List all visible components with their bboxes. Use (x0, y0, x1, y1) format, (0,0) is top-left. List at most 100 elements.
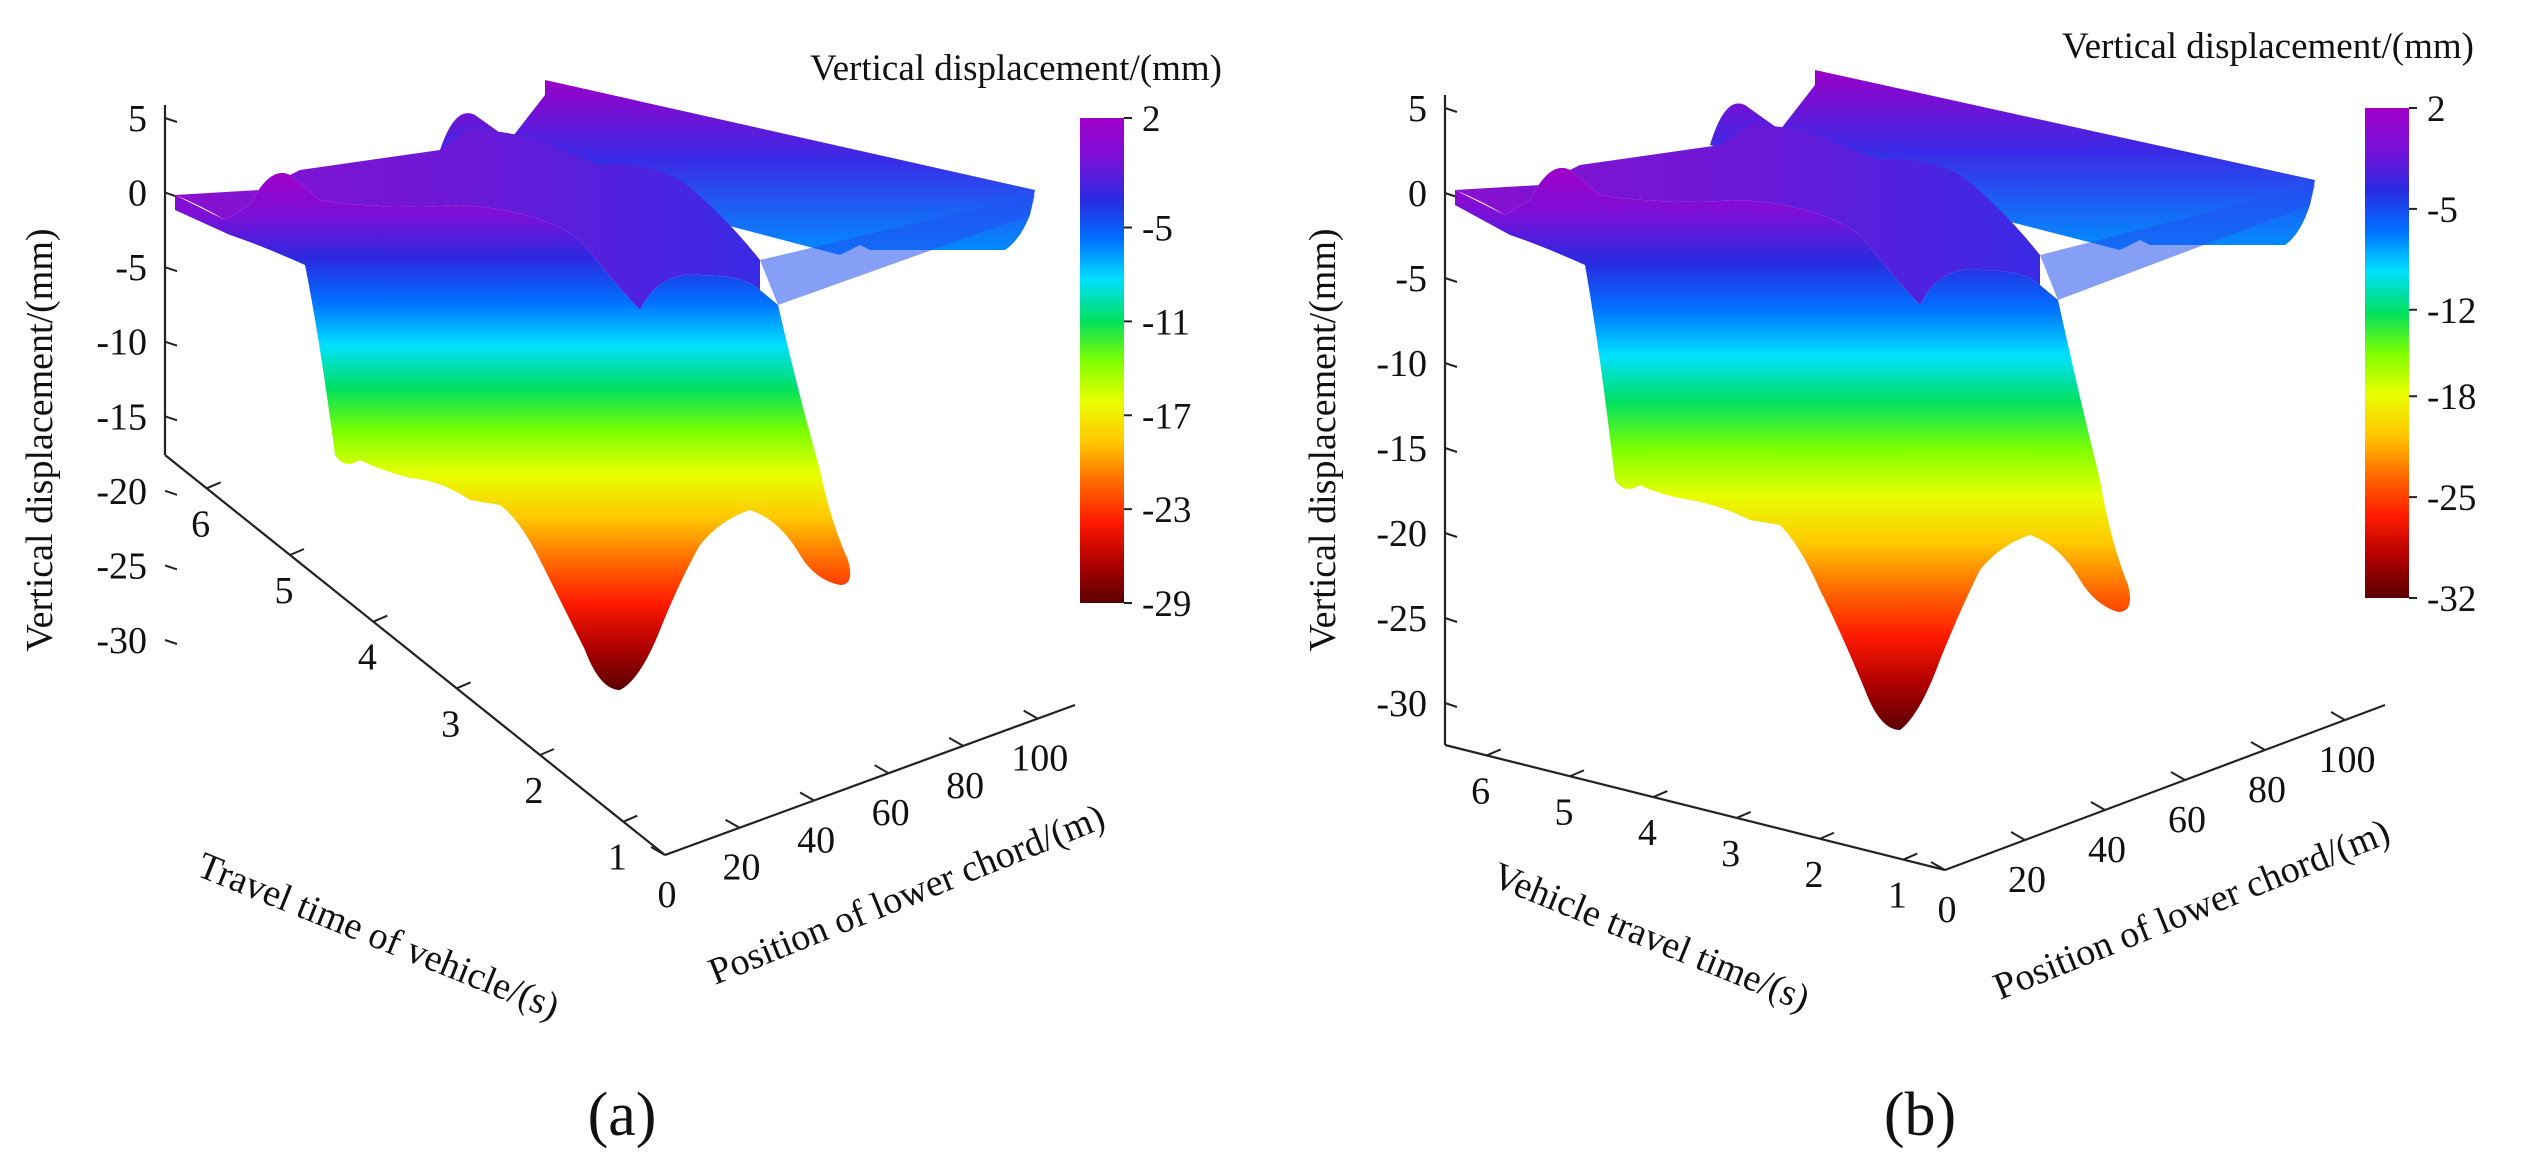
y-tick-label: 3 (441, 703, 460, 745)
x-tick-mark (725, 818, 741, 829)
z-tick-group: 5 0 -5 -10 -15 -20 -25 -30 (96, 98, 178, 662)
z-tick-label: -25 (96, 545, 147, 587)
x-tick-label: 40 (2088, 829, 2126, 871)
x-tick-mark (1930, 861, 1946, 871)
z-tick-mark (1444, 362, 1458, 368)
z-tick-label: -30 (1376, 683, 1427, 725)
z-tick-label: -10 (96, 322, 147, 364)
y-tick-label: 3 (1721, 833, 1740, 875)
colorbar-tick-label: -5 (2427, 190, 2458, 231)
colorbar-tick-label: -25 (2427, 478, 2476, 519)
z-tick-group: 5 0 -5 -10 -15 -20 -25 -30 (1376, 88, 1458, 725)
x-tick-label: 0 (658, 874, 677, 916)
z-tick-mark (1444, 617, 1458, 623)
x-tick-label: 80 (2248, 769, 2286, 811)
z-tick-mark (164, 266, 178, 273)
x-tick-group: 0 20 40 60 80 100 (1930, 711, 2376, 931)
colorbar-tick-label: -17 (1142, 396, 1191, 437)
x-tick-mark (1023, 709, 1039, 720)
colorbar-tick-label: -5 (1142, 209, 1173, 250)
y-tick-mark (539, 748, 555, 756)
z-tick-label: 5 (128, 98, 147, 140)
z-tick-mark (164, 340, 178, 347)
z-tick-mark (164, 639, 178, 645)
colorbar-tick-label: -18 (2427, 377, 2476, 418)
z-tick-label: -10 (1376, 343, 1427, 385)
z-tick-label: 5 (1408, 88, 1427, 130)
x-tick-mark (2250, 741, 2266, 751)
z-tick-mark (1444, 447, 1458, 453)
displacement-surface (1455, 70, 2315, 730)
y-tick-label: 4 (358, 637, 377, 679)
y-tick-mark (1902, 852, 1918, 861)
y-tick-label: 2 (1805, 854, 1824, 896)
y-tick-label: 5 (1555, 791, 1574, 833)
y-axis-title: Travel time of vehicle/(s) (192, 844, 566, 1027)
y-tick-mark (1569, 769, 1585, 778)
x-tick-mark (2010, 831, 2026, 841)
y-tick-label: 5 (275, 570, 294, 612)
y-axis-title: Vehicle travel time/(s) (1487, 854, 1816, 1019)
z-tick-label: 0 (128, 173, 147, 215)
colorbar (2365, 108, 2409, 598)
colorbar-tick-label: 2 (1142, 99, 1161, 140)
x-tick-label: 100 (1011, 738, 1068, 780)
x-tick-mark (2330, 711, 2346, 721)
x-tick-label: 60 (2168, 799, 2206, 841)
colorbar-tick-label: 2 (2427, 89, 2446, 130)
z-axis-title: Vertical displacement/(mm) (19, 228, 61, 651)
surface-top-sheet (175, 130, 760, 310)
colorbar-tick-label: -12 (2427, 291, 2476, 332)
y-tick-label: 1 (608, 837, 627, 879)
z-tick-label: -20 (1376, 513, 1427, 555)
colorbar (1080, 118, 1124, 603)
colorbar-tick-label: -29 (1142, 584, 1191, 625)
y-tick-mark (456, 681, 472, 690)
y-tick-mark (289, 548, 305, 556)
z-tick-mark (1444, 107, 1458, 113)
panel-label: (a) (588, 1081, 657, 1149)
z-tick-mark (1444, 702, 1458, 708)
displacement-surface (175, 80, 1035, 690)
surface-side-right (760, 195, 1035, 305)
z-tick-mark (164, 117, 178, 123)
x-tick-label: 20 (2008, 859, 2046, 901)
colorbar-tick-label: -23 (1142, 490, 1191, 531)
z-tick-label: -30 (96, 620, 147, 662)
x-tick-mark (948, 737, 964, 747)
colorbar-tick-group: 2 -5 -11 -17 -23 -29 (1124, 99, 1191, 625)
y-tick-mark (1486, 748, 1502, 757)
y-tick-mark (1652, 790, 1668, 799)
y-tick-mark (1819, 831, 1835, 840)
x-tick-label: 40 (797, 819, 835, 861)
y-tick-mark (1736, 810, 1752, 819)
surface-top-sheet (1455, 125, 2040, 305)
panel-label: (b) (1884, 1081, 1956, 1149)
z-tick-label: -15 (1376, 428, 1427, 470)
z-tick-label: -25 (1376, 598, 1427, 640)
x-tick-group: 0 20 40 60 80 100 (650, 709, 1068, 916)
z-tick-mark (164, 489, 178, 496)
x-tick-label: 60 (872, 792, 910, 834)
y-tick-mark (372, 614, 388, 623)
x-tick-mark (650, 846, 666, 856)
z-tick-label: -5 (115, 247, 147, 289)
colorbar-title: Vertical displacement/(mm) (810, 48, 1222, 89)
y-axis-line (164, 454, 666, 856)
y-tick-mark (206, 481, 222, 490)
x-axis-line (1944, 703, 2386, 872)
y-axis-line (1444, 743, 1946, 872)
z-tick-label: -20 (96, 471, 147, 513)
y-tick-group: 6 5 4 3 2 1 (191, 481, 638, 879)
x-tick-mark (874, 764, 890, 775)
colorbar-title: Vertical displacement/(mm) (2062, 26, 2474, 67)
y-tick-label: 6 (1471, 770, 1490, 812)
y-tick-label: 2 (525, 770, 544, 812)
colorbar-tick-label: -32 (2427, 579, 2476, 620)
x-tick-mark (2090, 801, 2106, 811)
x-tick-mark (2170, 771, 2186, 781)
surface-side-right (2040, 185, 2315, 300)
y-tick-label: 1 (1888, 875, 1907, 917)
